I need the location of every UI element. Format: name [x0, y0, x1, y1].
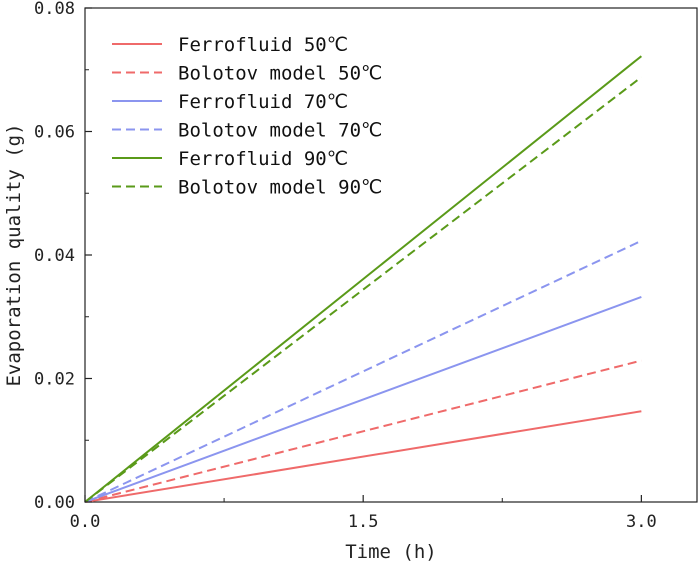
x-tick-label: 3.0 — [626, 512, 657, 532]
y-tick-label: 0.06 — [34, 123, 75, 143]
series-line-2 — [84, 359, 642, 503]
y-axis-title: Evaporation quality (g) — [3, 123, 25, 386]
series-line-3 — [84, 296, 642, 503]
legend: Ferrofluid 50℃ Bolotov model 50℃ Ferroflui… — [112, 34, 382, 199]
legend-label-5: Ferrofluid 90℃ — [178, 148, 348, 170]
y-tick-label: 0.00 — [34, 493, 75, 513]
y-tick-label: 0.02 — [34, 370, 75, 390]
x-tick-label: 0.0 — [70, 512, 101, 532]
series-line-4 — [84, 239, 642, 503]
x-tick-label: 1.5 — [348, 512, 379, 532]
series-line-6 — [84, 76, 642, 503]
legend-label-2: Bolotov model 50℃ — [178, 63, 382, 85]
tick-layer: 0.00 0.02 0.04 0.06 0.08 0.0 1.5 3.0 — [34, 0, 657, 532]
series-line-1 — [84, 410, 642, 503]
legend-label-6: Bolotov model 90℃ — [178, 177, 382, 199]
legend-label-4: Bolotov model 70℃ — [178, 120, 382, 142]
y-tick-label: 0.08 — [34, 0, 75, 19]
legend-label-1: Ferrofluid 50℃ — [178, 34, 348, 56]
series-line-5 — [84, 55, 642, 503]
legend-label-3: Ferrofluid 70℃ — [178, 91, 348, 113]
series-layer — [84, 55, 642, 503]
x-axis-title: Time (h) — [345, 541, 437, 563]
y-tick-label: 0.04 — [34, 246, 75, 266]
